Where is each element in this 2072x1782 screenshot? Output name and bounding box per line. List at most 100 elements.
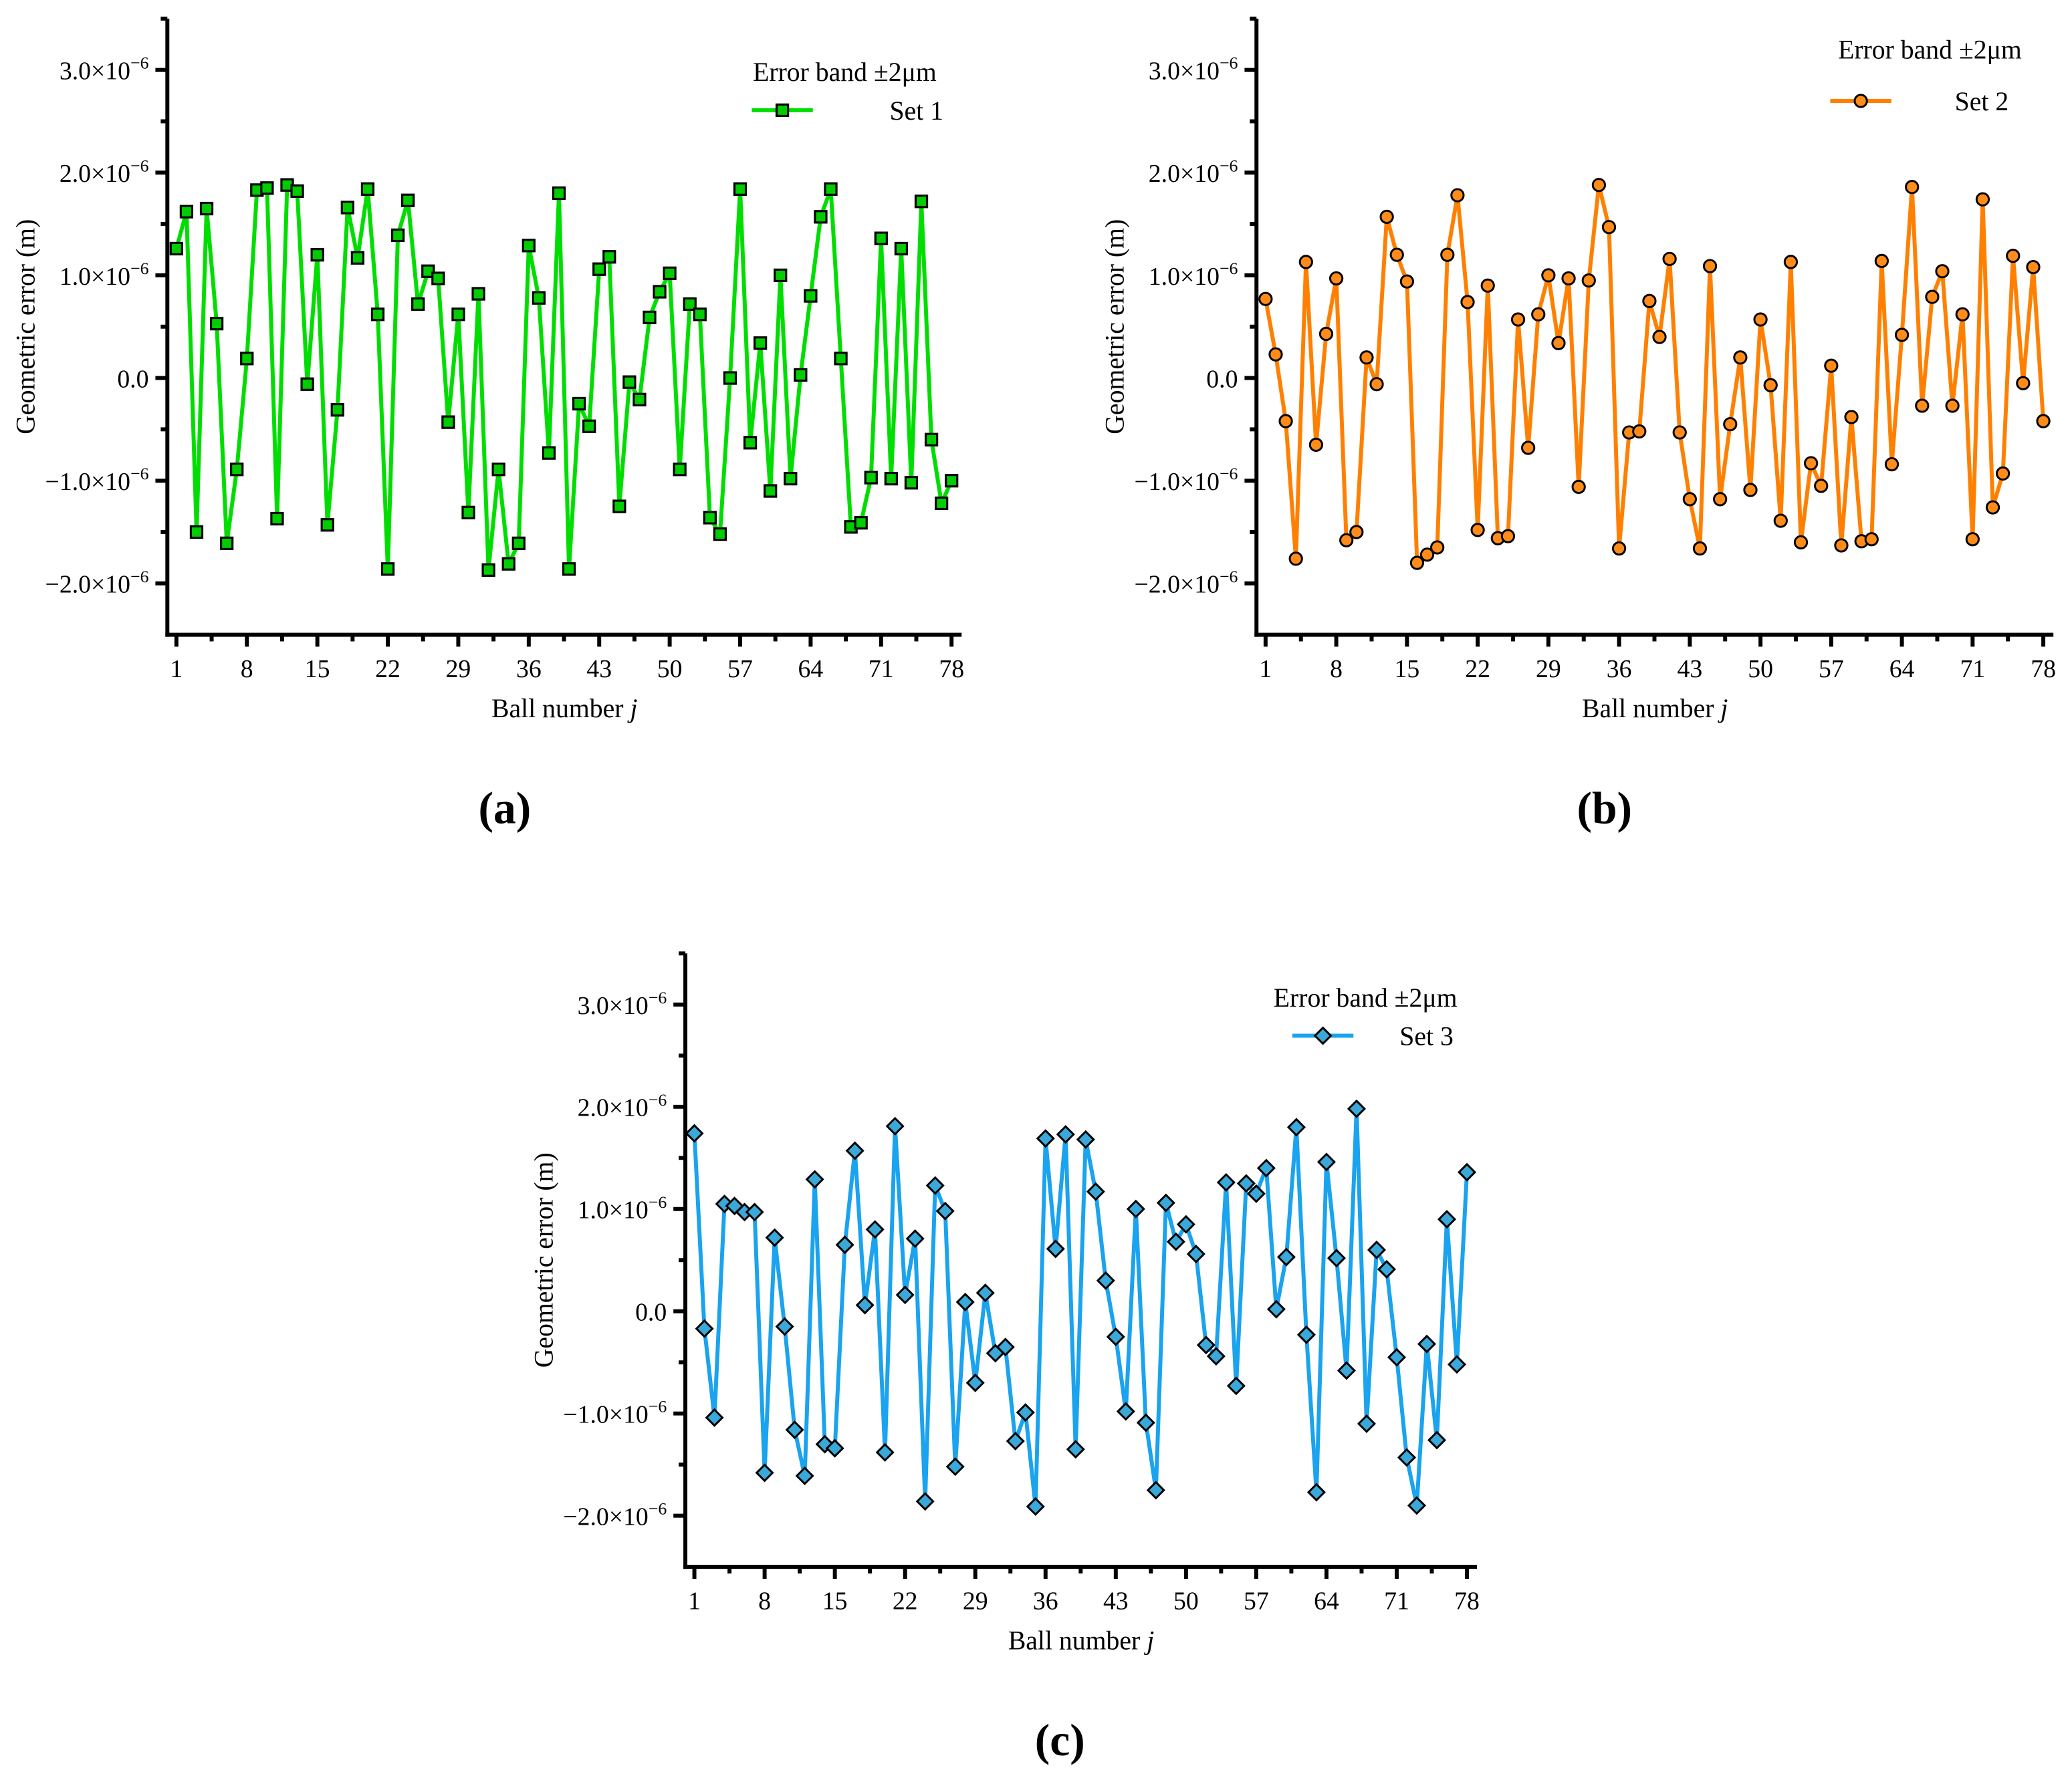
data-point (1996, 466, 2010, 481)
data-point (935, 1201, 955, 1221)
y-tick-label: 3.0×10−6 (578, 988, 667, 1020)
data-point (1500, 529, 1516, 543)
x-tick-label: 78 (939, 655, 964, 683)
data-point (653, 285, 667, 299)
data-point (1611, 541, 1627, 556)
data-point (1440, 247, 1455, 262)
data-point (230, 463, 244, 477)
data-point (1955, 307, 1970, 322)
data-point (703, 511, 717, 525)
data-point (1046, 1239, 1065, 1259)
data-point (350, 251, 365, 265)
data-point (1026, 1497, 1045, 1516)
data-point (834, 352, 848, 366)
data-point (431, 271, 445, 285)
data-point (925, 1176, 945, 1195)
x-tick-label: 57 (1819, 655, 1844, 683)
panel-label: (b) (1577, 783, 1632, 834)
y-tick-label: 0.0 (117, 365, 148, 393)
data-point (1357, 1414, 1376, 1434)
data-point (1379, 209, 1394, 224)
y-tick-label: 1.0×10−6 (60, 259, 149, 291)
x-tick-label: 71 (1960, 655, 1985, 683)
legend-marker (775, 103, 790, 118)
data-point (733, 182, 747, 196)
x-axis-label: Ball number j (1582, 694, 1728, 723)
data-point (845, 1141, 865, 1160)
y-tick-label: 2.0×10−6 (60, 156, 149, 188)
x-tick-label: 8 (758, 1587, 771, 1616)
x-tick-label: 22 (375, 655, 400, 683)
x-tick-label: 78 (1454, 1587, 1480, 1616)
data-point (390, 228, 405, 243)
data-point (785, 1420, 804, 1440)
data-point (1226, 1376, 1246, 1396)
data-point (805, 1170, 824, 1189)
x-tick-label: 1 (170, 655, 183, 683)
data-point (695, 1319, 714, 1338)
data-point (1561, 271, 1576, 286)
data-point (421, 264, 435, 278)
data-point (1793, 535, 1809, 549)
data-point (602, 250, 616, 264)
data-point (673, 463, 687, 477)
data-point (975, 1283, 995, 1303)
data-point (1166, 1232, 1185, 1251)
data-point (1531, 307, 1546, 322)
x-tick-label: 1 (688, 1587, 701, 1616)
data-point (1753, 312, 1768, 327)
data-point (705, 1408, 724, 1427)
data-point (1437, 1210, 1457, 1229)
data-point (825, 1438, 844, 1458)
x-tick-label: 29 (446, 655, 471, 683)
data-point (884, 471, 898, 486)
data-point (685, 1124, 704, 1143)
data-point (1480, 278, 1495, 293)
legend-entry: Set 3 (1399, 1021, 1454, 1051)
x-tick-label: 50 (657, 655, 683, 683)
y-tick-label: −2.0×10−6 (1135, 567, 1238, 599)
data-point (965, 1373, 985, 1392)
data-point (1116, 1402, 1135, 1421)
data-point (713, 527, 727, 541)
series-line-set-3 (692, 1106, 1470, 1509)
data-point (945, 1457, 965, 1477)
data-point (1723, 417, 1738, 432)
y-tick-label: −1.0×10−6 (45, 464, 149, 496)
data-point (1450, 188, 1465, 203)
chart-panel-2: 1 8 15 22 29 36 43 50 57 64 71 78 −2.0×10−6 −1.0×10−6… (1101, 16, 2056, 834)
data-point (1278, 414, 1293, 428)
data-point (955, 1292, 975, 1311)
data-point (1298, 255, 1313, 269)
data-point (1541, 268, 1556, 283)
data-point (1318, 326, 1334, 342)
panel-label: (a) (479, 783, 532, 834)
data-point (1935, 264, 1950, 279)
data-point (471, 287, 485, 301)
data-point (1076, 1130, 1095, 1149)
data-point (1864, 532, 1879, 547)
chart-panel-3: 1 8 15 22 29 36 43 50 57 64 71 78 −2.0×10−6 −1.0×10−6… (529, 951, 1480, 1765)
data-point (784, 471, 798, 486)
data-point (1016, 1403, 1035, 1422)
data-point (693, 307, 707, 322)
data-point (755, 1463, 774, 1483)
data-point (1551, 336, 1566, 350)
data-point (874, 231, 888, 245)
data-point (904, 476, 919, 490)
data-point (996, 1338, 1015, 1357)
legend: Error band ±2μm Set 2 (1830, 35, 2022, 116)
data-point (2006, 249, 2021, 263)
data-point (804, 289, 818, 303)
data-point (1136, 1413, 1155, 1432)
x-tick-label: 22 (1465, 655, 1490, 683)
x-tick-label: 50 (1748, 655, 1773, 683)
x-tick-label: 36 (1607, 655, 1632, 683)
data-point (1288, 551, 1303, 566)
data-point (1419, 547, 1435, 562)
data-point (885, 1116, 905, 1136)
x-tick-label: 15 (822, 1587, 848, 1616)
legend: Error band ±2μm Set 3 (1274, 983, 1458, 1051)
data-point (622, 375, 637, 389)
data-point (1510, 312, 1526, 327)
